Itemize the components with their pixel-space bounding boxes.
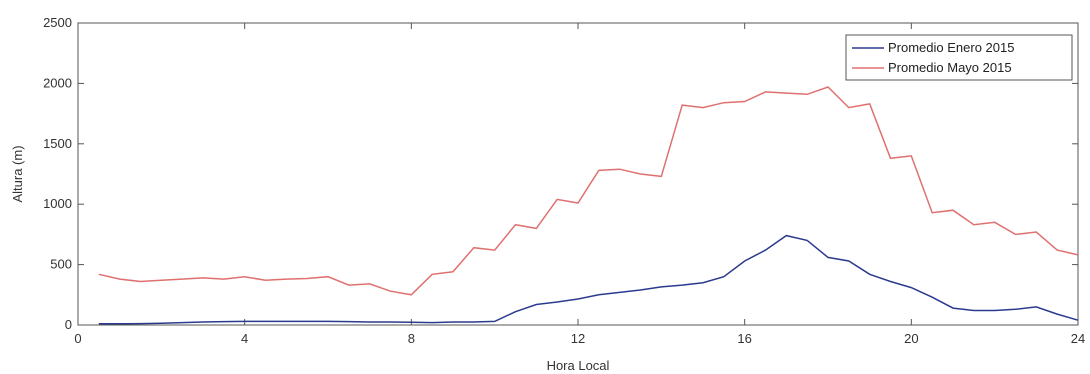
y-tick-label: 0 (65, 317, 72, 332)
y-axis: 0 500 1000 1500 2000 2500 (43, 15, 1078, 332)
legend-label-enero: Promedio Enero 2015 (888, 40, 1014, 55)
y-tick-label: 500 (50, 257, 72, 272)
y-tick-label: 1000 (43, 196, 72, 211)
x-axis-label: Hora Local (547, 358, 610, 373)
x-tick-label: 12 (571, 331, 585, 346)
y-tick-label: 1500 (43, 136, 72, 151)
x-tick-label: 20 (904, 331, 918, 346)
x-tick-label: 8 (408, 331, 415, 346)
x-tick-label: 4 (241, 331, 248, 346)
series-layer (98, 86, 1079, 325)
x-axis: 0 4 8 12 16 20 24 (74, 23, 1085, 346)
x-tick-label: 0 (74, 331, 81, 346)
x-tick-label: 24 (1071, 331, 1085, 346)
legend-box (845, 34, 1073, 81)
series-line-enero (98, 234, 1079, 325)
y-tick-label: 2500 (43, 15, 72, 30)
y-tick-label: 2000 (43, 75, 72, 90)
series-line-mayo (98, 86, 1079, 296)
legend: Promedio Enero 2015 Promedio Mayo 2015 (845, 34, 1073, 81)
x-tick-label: 16 (737, 331, 751, 346)
legend-label-mayo: Promedio Mayo 2015 (888, 60, 1012, 75)
y-axis-label: Altura (m) (10, 145, 25, 202)
